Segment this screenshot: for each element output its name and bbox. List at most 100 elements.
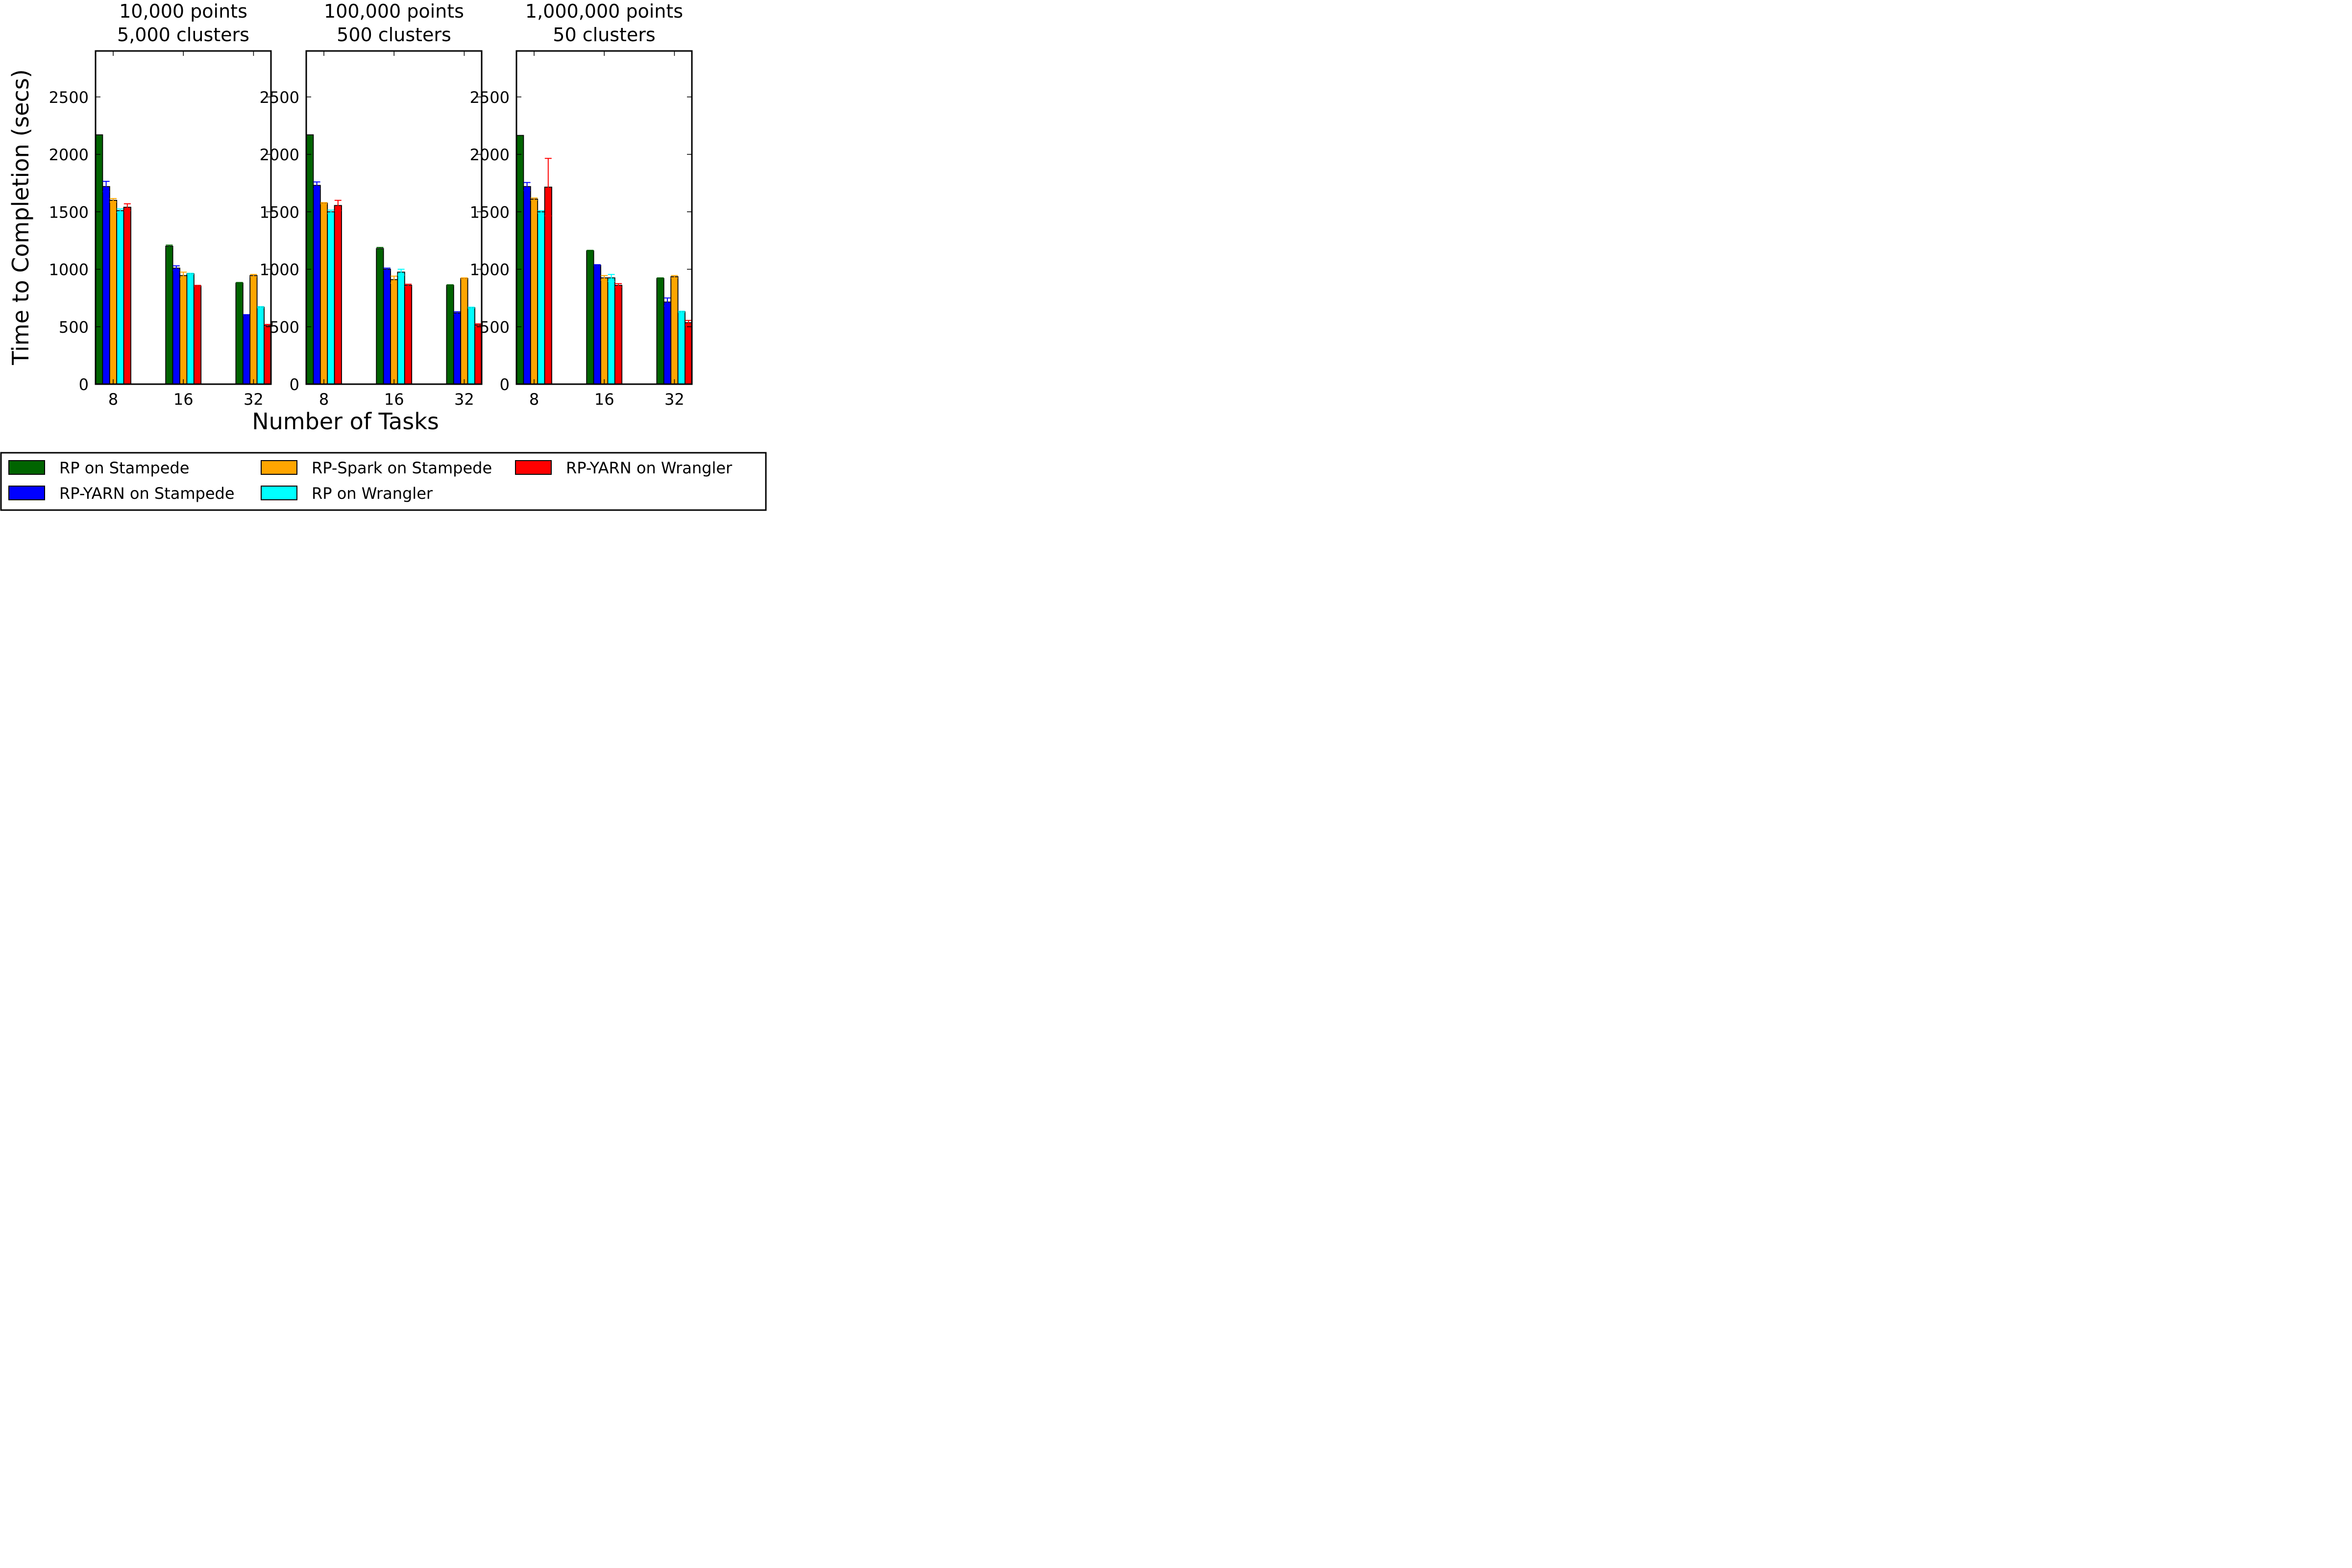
bar	[390, 279, 398, 385]
y-tick-label: 500	[480, 318, 510, 337]
bar	[467, 307, 475, 385]
legend-label: RP-YARN on Stampede	[59, 484, 235, 503]
bar	[397, 271, 405, 385]
legend-swatch	[261, 460, 297, 475]
legend-label: RP-YARN on Wrangler	[566, 459, 733, 477]
legend-swatch	[515, 460, 552, 475]
bar	[165, 245, 173, 385]
panel-title-line: 1,000,000 points	[525, 0, 683, 22]
bar	[404, 285, 413, 385]
bar	[172, 268, 180, 385]
axes-frame	[95, 50, 272, 385]
bar	[334, 205, 342, 385]
legend-item: RP-Spark on Stampede	[261, 459, 492, 477]
x-tick-label: 8	[319, 390, 329, 409]
x-tick-label: 16	[594, 390, 614, 409]
bar	[460, 278, 468, 385]
legend-box	[0, 452, 767, 511]
y-tick-label: 2500	[470, 88, 510, 107]
bar	[102, 186, 110, 385]
legend-item: RP on Wrangler	[261, 484, 433, 503]
bar	[446, 285, 454, 385]
y-tick-label: 1000	[470, 261, 510, 279]
bar	[586, 250, 594, 385]
bar	[600, 277, 609, 385]
y-tick-label: 2000	[260, 146, 299, 164]
bar	[670, 276, 679, 385]
x-tick-label: 32	[244, 390, 264, 409]
bar	[193, 285, 202, 385]
panel-title-line: 50 clusters	[553, 24, 655, 46]
bar	[327, 211, 335, 385]
y-tick-label: 2000	[49, 146, 89, 164]
bar	[235, 282, 244, 385]
bar	[523, 186, 531, 385]
legend-item: RP-YARN on Stampede	[8, 484, 235, 503]
legend-label: RP on Wrangler	[312, 484, 433, 503]
bar	[663, 301, 672, 385]
y-tick-label: 500	[59, 318, 89, 337]
bar	[109, 199, 118, 385]
axes-frame	[515, 50, 693, 385]
bar	[306, 134, 314, 385]
y-tick-label: 2500	[260, 88, 299, 107]
bar	[95, 134, 103, 385]
y-tick-label: 1000	[260, 261, 299, 279]
y-tick-label: 0	[500, 375, 510, 394]
bar	[453, 312, 462, 385]
legend-label: RP on Stampede	[59, 459, 189, 477]
x-tick-label: 16	[173, 390, 194, 409]
bar	[256, 306, 265, 385]
bar	[123, 206, 131, 385]
y-tick-label: 1000	[49, 261, 89, 279]
legend-label: RP-Spark on Stampede	[312, 459, 492, 477]
legend-swatch	[261, 486, 297, 500]
bar	[249, 275, 258, 385]
bar	[516, 135, 524, 385]
bar	[593, 265, 601, 385]
bar	[313, 185, 321, 385]
y-tick-label: 0	[290, 375, 299, 394]
panel-title-line: 100,000 points	[324, 0, 464, 22]
panel-title-line: 500 clusters	[337, 24, 451, 46]
x-axis-label: Number of Tasks	[252, 408, 439, 435]
legend: RP on Stampede RP-YARN on Stampede RP-Spar…	[0, 452, 767, 511]
x-tick-label: 32	[454, 390, 474, 409]
bar	[179, 275, 188, 385]
bar	[319, 202, 328, 385]
figure: Time to Completion (secs) Number of Task…	[0, 0, 768, 512]
bar	[537, 211, 545, 385]
bar	[656, 278, 664, 385]
axes-frame	[305, 50, 483, 385]
bar	[116, 210, 124, 385]
x-tick-label: 32	[664, 390, 685, 409]
y-tick-label: 1500	[470, 203, 510, 221]
bar	[685, 322, 693, 385]
legend-swatch	[8, 486, 45, 500]
bar	[614, 285, 623, 385]
x-tick-label: 8	[108, 390, 118, 409]
bar	[242, 315, 251, 385]
bar	[677, 311, 686, 385]
y-tick-label: 1500	[49, 203, 89, 221]
bar	[376, 248, 384, 385]
x-tick-label: 16	[384, 390, 404, 409]
y-tick-label: 500	[270, 318, 299, 337]
y-axis-label: Time to Completion (secs)	[7, 69, 34, 366]
bar	[607, 277, 615, 385]
bar	[544, 186, 552, 385]
bar	[186, 273, 195, 385]
y-tick-label: 0	[79, 375, 89, 394]
chart-svg: Time to Completion (secs) Number of Task…	[0, 0, 767, 511]
bar	[530, 198, 539, 385]
legend-swatch	[8, 460, 45, 475]
y-tick-label: 2500	[49, 88, 89, 107]
legend-item: RP-YARN on Wrangler	[515, 459, 733, 477]
panel-title-line: 10,000 points	[119, 0, 247, 22]
legend-item: RP on Stampede	[8, 459, 189, 477]
y-tick-label: 2000	[470, 146, 510, 164]
